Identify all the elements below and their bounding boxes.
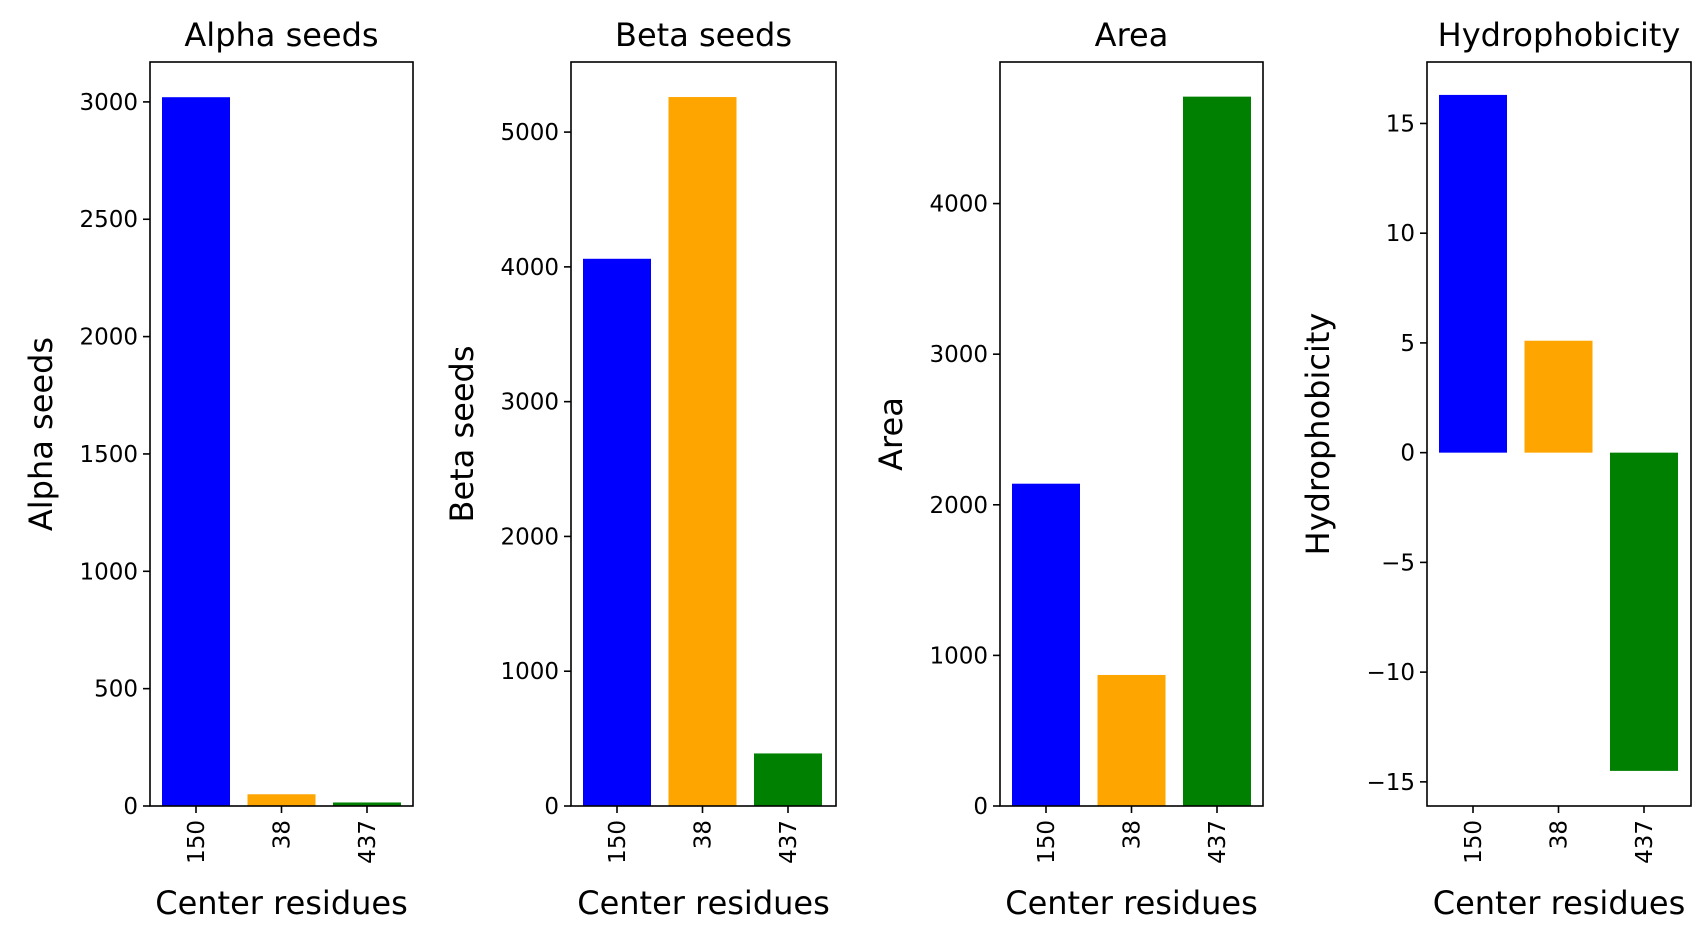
y-tick-label: 2000 <box>79 325 138 351</box>
y-tick-label: 0 <box>123 794 138 820</box>
x-tick-label: 437 <box>1632 820 1658 864</box>
bar-437 <box>333 802 401 806</box>
y-tick-label: 2000 <box>929 493 988 519</box>
y-tick-label: 3000 <box>500 390 559 416</box>
y-tick-label: 2000 <box>500 524 559 550</box>
y-tick-label: 5000 <box>500 120 559 146</box>
y-tick-label: 3000 <box>929 342 988 368</box>
x-tick-label: 150 <box>605 820 631 864</box>
x-tick-label: 150 <box>184 820 210 864</box>
y-tick-label: 0 <box>973 794 988 820</box>
y-tick-label: 1500 <box>79 442 138 468</box>
chart-panel-4: −15 −10 −5 0 5 10 15 150 38 437 Hydrophobicity Cent… <box>1299 16 1692 922</box>
bar-38 <box>247 794 316 806</box>
x-tick-label: 437 <box>776 820 802 864</box>
bar-437 <box>1610 452 1678 771</box>
x-tick-label: 437 <box>1205 820 1231 864</box>
bar-437 <box>1183 96 1251 807</box>
chart-panel-1: 0 500 1000 1500 2000 2500 3000 150 38 437 Alpha se… <box>22 16 414 922</box>
y-tick-label: 1000 <box>929 643 988 669</box>
x-tick-label: 38 <box>270 820 296 849</box>
chart-panel-2: 0 1000 2000 3000 4000 5000 150 38 437 Beta seeds C… <box>443 16 837 922</box>
y-tick-label: 1000 <box>79 559 138 585</box>
x-axis-label: Center residues <box>1433 884 1686 922</box>
y-tick-label: −10 <box>1366 660 1415 686</box>
bar-150 <box>1439 94 1507 453</box>
chart-title: Hydrophobicity <box>1438 16 1681 54</box>
y-axis-label: Hydrophobicity <box>1299 313 1337 556</box>
x-tick-label: 38 <box>1120 820 1146 849</box>
bar-150 <box>583 258 651 807</box>
x-tick-label: 150 <box>1461 820 1487 864</box>
bar-38 <box>1097 674 1166 806</box>
x-axis-label: Center residues <box>577 884 830 922</box>
y-tick-label: 0 <box>544 794 559 820</box>
y-tick-label: 5 <box>1400 331 1415 357</box>
y-tick-label: 1000 <box>500 659 559 685</box>
chart-title: Alpha seeds <box>184 16 378 54</box>
y-tick-label: 500 <box>94 677 138 703</box>
y-tick-label: 4000 <box>929 192 988 218</box>
bar-150 <box>1012 483 1080 806</box>
y-tick-label: −5 <box>1381 550 1415 576</box>
bar-38 <box>1524 340 1593 453</box>
y-tick-label: 4000 <box>500 255 559 281</box>
x-tick-label: 437 <box>355 820 381 864</box>
x-tick-label: 150 <box>1034 820 1060 864</box>
y-tick-label: 2500 <box>79 207 138 233</box>
y-tick-label: 15 <box>1386 111 1415 137</box>
y-axis-label: Beta seeds <box>443 346 481 523</box>
bar-437 <box>754 753 822 806</box>
y-tick-label: 10 <box>1386 221 1415 247</box>
x-tick-label: 38 <box>691 820 717 849</box>
y-axis-label: Alpha seeds <box>22 337 60 531</box>
chart-panel-3: 0 1000 2000 3000 4000 150 38 437 Area Center resi… <box>872 16 1264 922</box>
x-axis-label: Center residues <box>1005 884 1258 922</box>
y-tick-label: −15 <box>1366 770 1415 796</box>
y-tick-label: 0 <box>1400 441 1415 467</box>
bar-150 <box>162 97 230 806</box>
bar-38 <box>668 97 737 807</box>
chart-title: Beta seeds <box>615 16 792 54</box>
x-tick-label: 38 <box>1547 820 1573 849</box>
plot-frame <box>570 61 837 807</box>
y-tick-label: 3000 <box>79 90 138 116</box>
x-axis-label: Center residues <box>155 884 408 922</box>
y-axis-label: Area <box>872 397 910 471</box>
chart-title: Area <box>1095 16 1169 54</box>
